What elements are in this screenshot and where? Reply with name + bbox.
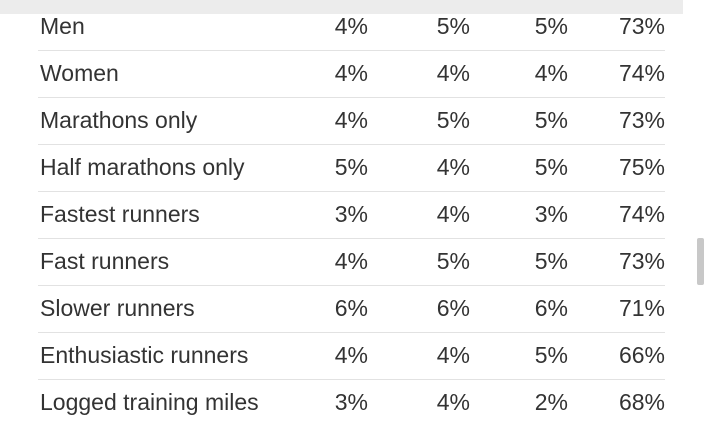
- percent-cell: 4%: [334, 342, 368, 368]
- row-label: Fast runners: [40, 248, 170, 274]
- percent-cell: 3%: [534, 201, 568, 227]
- percent-cell: 66%: [618, 342, 665, 368]
- table-row: Half marathons only 5% 4% 5% 75%: [38, 144, 665, 192]
- percent-cell: 4%: [436, 60, 470, 86]
- percent-cell: 4%: [436, 201, 470, 227]
- table-row: Enthusiastic runners 4% 4% 5% 66%: [38, 332, 665, 380]
- percent-cell: 5%: [534, 154, 568, 180]
- percent-cell: 6%: [436, 295, 470, 321]
- table-row: Fast runners 4% 5% 5% 73%: [38, 238, 665, 286]
- percent-cell: 4%: [534, 60, 568, 86]
- percent-cell: 3%: [334, 201, 368, 227]
- percent-cell: 68%: [618, 389, 665, 415]
- percent-cell: 73%: [618, 107, 665, 133]
- row-label: Fastest runners: [40, 201, 200, 227]
- row-label: Half marathons only: [40, 154, 245, 180]
- percent-cell: 4%: [436, 389, 470, 415]
- table-row: Fastest runners 3% 4% 3% 74%: [38, 191, 665, 239]
- header-bar: [0, 0, 683, 14]
- percent-cell: 5%: [436, 107, 470, 133]
- percent-cell: 5%: [334, 154, 368, 180]
- table-row: Marathons only 4% 5% 5% 73%: [38, 97, 665, 145]
- percent-cell: 5%: [534, 342, 568, 368]
- percent-cell: 2%: [534, 389, 568, 415]
- percent-cell: 4%: [334, 60, 368, 86]
- row-label: Marathons only: [40, 107, 198, 133]
- row-label: Women: [40, 60, 119, 86]
- scrollbar[interactable]: [697, 238, 704, 285]
- percent-cell: 5%: [534, 248, 568, 274]
- percent-cell: 4%: [334, 107, 368, 133]
- percent-cell: 5%: [436, 13, 470, 39]
- row-label: Men: [40, 13, 85, 39]
- percent-cell: 6%: [534, 295, 568, 321]
- percent-cell: 6%: [334, 295, 368, 321]
- table-row: Slower runners 6% 6% 6% 71%: [38, 285, 665, 333]
- percent-cell: 4%: [334, 13, 368, 39]
- percent-cell: 74%: [618, 201, 665, 227]
- table-row: Men 4% 5% 5% 73%: [38, 3, 665, 51]
- row-label: Slower runners: [40, 295, 195, 321]
- percent-cell: 4%: [436, 154, 470, 180]
- percent-cell: 75%: [618, 154, 665, 180]
- percent-cell: 73%: [618, 248, 665, 274]
- percent-cell: 71%: [618, 295, 665, 321]
- percent-cell: 73%: [618, 13, 665, 39]
- percent-cell: 4%: [436, 342, 470, 368]
- percent-cell: 5%: [534, 13, 568, 39]
- percent-cell: 74%: [618, 60, 665, 86]
- row-label: Enthusiastic runners: [40, 342, 249, 368]
- row-label: Logged training miles: [40, 389, 259, 415]
- table-row: Women 4% 4% 4% 74%: [38, 50, 665, 98]
- percent-cell: 3%: [334, 389, 368, 415]
- percent-cell: 5%: [436, 248, 470, 274]
- percent-cell: 4%: [334, 248, 368, 274]
- percent-cell: 5%: [534, 107, 568, 133]
- table-row: Logged training miles 3% 4% 2% 68%: [38, 379, 665, 426]
